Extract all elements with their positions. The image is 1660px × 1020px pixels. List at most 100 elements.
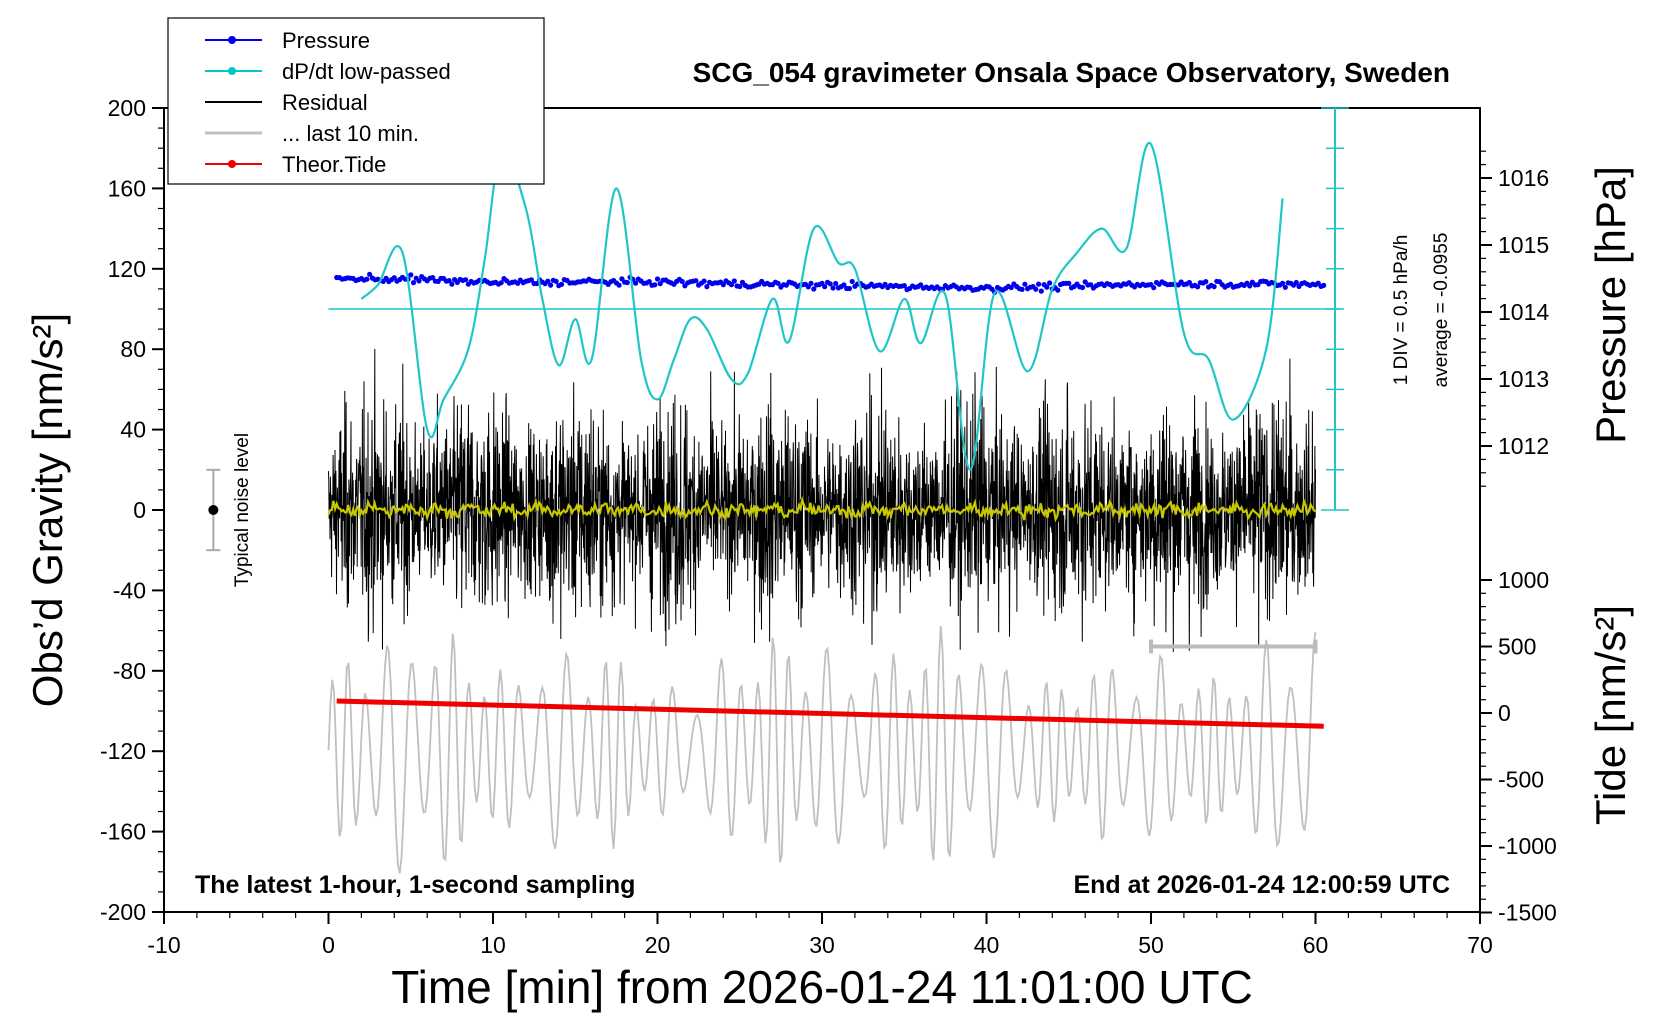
pressure-point — [528, 277, 535, 283]
pressure-point — [1044, 284, 1050, 290]
legend-label: dP/dt low-passed — [282, 59, 451, 84]
pressure-point — [701, 278, 707, 284]
y-left-tick-label: -80 — [113, 658, 146, 684]
pressure-point — [498, 280, 504, 286]
pressure-point — [822, 284, 828, 290]
pressure-point — [548, 282, 554, 288]
pressure-point — [463, 277, 469, 283]
y-left-tick-label: 80 — [120, 336, 146, 362]
x-tick-label: 10 — [480, 932, 506, 958]
pressure-point — [1195, 284, 1201, 290]
x-tick-label: 60 — [1303, 932, 1329, 958]
pressure-point — [833, 280, 839, 287]
pressure-point — [1022, 281, 1028, 287]
pressure-point — [446, 278, 452, 284]
pressure-point — [841, 282, 847, 288]
pressure-axis-label: Pressure [hPa] — [1587, 166, 1634, 444]
pressure-tick-label: 1012 — [1498, 433, 1549, 459]
x-tick-label: 70 — [1467, 932, 1493, 958]
pressure-point — [846, 285, 853, 292]
pressure-tick-label: 1016 — [1498, 165, 1549, 191]
y-left-tick-label: 200 — [108, 95, 146, 121]
pressure-point — [545, 278, 551, 284]
pressure-point — [367, 271, 373, 277]
tide-tick-label: 1000 — [1498, 567, 1549, 593]
pressure-point — [1282, 284, 1288, 290]
pressure-point — [849, 278, 855, 285]
pressure-point — [830, 285, 836, 291]
pressure-point — [624, 279, 630, 286]
legend-label: ... last 10 min. — [282, 121, 419, 146]
y-left-tick-label: 160 — [108, 175, 146, 201]
pressure-point — [1066, 280, 1072, 286]
x-axis-label: Time [min] from 2026-01-24 11:01:00 UTC — [391, 961, 1253, 1013]
x-tick-label: 20 — [645, 932, 671, 958]
pressure-point — [720, 282, 726, 288]
x-tick-label: 50 — [1138, 932, 1164, 958]
pressure-point — [1247, 283, 1253, 289]
pressure-tick-label: 1014 — [1498, 299, 1549, 325]
pressure-point — [704, 284, 710, 290]
pressure-point — [616, 282, 622, 288]
y-left-tick-label: -120 — [100, 738, 146, 764]
pressure-point — [775, 280, 781, 286]
y-left-tick-label: 0 — [133, 497, 146, 523]
noise-center-point — [208, 505, 219, 515]
residual-line — [328, 348, 1316, 652]
pressure-point — [728, 282, 735, 288]
pressure-point — [1079, 284, 1086, 291]
y-left-tick-label: 120 — [108, 256, 146, 282]
pressure-point — [430, 275, 436, 281]
pressure-point — [679, 278, 685, 285]
x-tick-label: 30 — [809, 932, 835, 958]
pressure-point — [1203, 279, 1209, 285]
pressure-point — [737, 283, 743, 290]
pressure-point — [1211, 284, 1217, 290]
last-10min-line — [327, 625, 1317, 874]
legend-swatch-marker — [228, 67, 236, 75]
pressure-point — [364, 276, 370, 282]
legend: Pressure dP/dt low-passed Residual ... last… — [167, 17, 545, 185]
pressure-point — [1008, 284, 1014, 291]
pressure-point — [657, 281, 663, 287]
pressure-point — [808, 280, 814, 286]
noise-level-label: Typical noise level — [232, 433, 253, 587]
residual-smoothed-line — [327, 495, 1317, 523]
y-left-axis-label: Obs’d Gravity [nm/s²] — [24, 313, 71, 707]
pressure-point — [410, 280, 417, 286]
y-left-tick-label: -40 — [113, 577, 146, 603]
dpdt-average-label: average = -0.0955 — [1431, 233, 1452, 388]
annotation-right-bottom: End at 2026-01-24 12:00:59 UTC — [1073, 871, 1450, 899]
pressure-point — [901, 283, 907, 289]
legend-swatch-marker — [228, 160, 236, 168]
tide-axis-label: Tide [nm/s²] — [1587, 605, 1634, 825]
legend-label: Residual — [282, 90, 368, 115]
pressure-point — [449, 281, 455, 287]
pressure-point — [1036, 281, 1042, 287]
pressure-point — [646, 279, 652, 285]
pressure-point — [693, 278, 699, 284]
dpdt-line — [360, 141, 1284, 471]
pressure-point — [1033, 286, 1039, 292]
x-tick-label: 0 — [322, 932, 335, 958]
y-left-tick-label: 40 — [120, 417, 146, 443]
pressure-point — [633, 280, 639, 286]
pressure-point — [1047, 280, 1053, 286]
pressure-point — [1280, 280, 1286, 286]
pressure-point — [811, 286, 817, 292]
dpdt-scale-label: 1 DIV = 0.5 hPa/h — [1391, 235, 1412, 386]
tide-tick-label: -500 — [1498, 767, 1544, 793]
pressure-point — [827, 281, 833, 287]
y-left-tick-label: -200 — [100, 899, 146, 925]
legend-label: Pressure — [282, 28, 370, 53]
pressure-point — [1293, 279, 1299, 286]
series-layer — [327, 141, 1340, 874]
tide-tick-label: 500 — [1498, 634, 1536, 660]
pressure-point — [553, 278, 559, 284]
y-left-tick-label: -160 — [100, 819, 146, 845]
pressure-point — [1151, 285, 1157, 291]
pressure-point — [1321, 282, 1327, 288]
annotation-left-bottom: The latest 1-hour, 1-second sampling — [195, 871, 635, 899]
x-tick-label: -10 — [147, 932, 180, 958]
